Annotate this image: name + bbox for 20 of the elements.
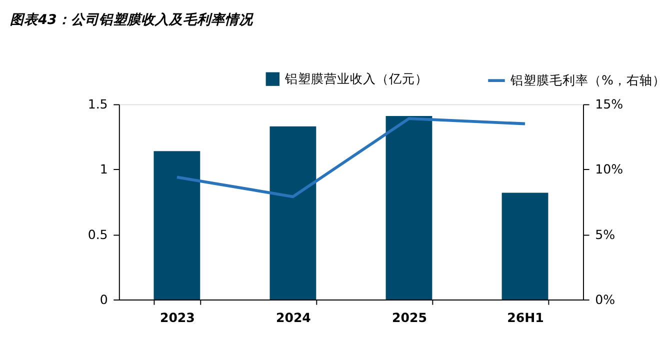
y-tick-label: 0 xyxy=(100,292,108,307)
x-tick-label: 2024 xyxy=(276,310,312,326)
line-series xyxy=(175,117,526,198)
y-tick-label: 0.5 xyxy=(88,226,108,242)
bar xyxy=(154,151,200,300)
legend-label: 铝塑膜营业收入（亿元） xyxy=(284,70,428,86)
x-tick-label: 26H1 xyxy=(507,310,544,326)
bar xyxy=(386,116,432,300)
y2-tick-label: 15% xyxy=(595,96,624,112)
legend-label: 铝塑膜毛利率（%，右轴） xyxy=(510,72,666,88)
y2-tick-label: 0% xyxy=(595,292,616,307)
y2-tick-label: 10% xyxy=(595,162,624,177)
x-tick-label: 2023 xyxy=(160,310,195,326)
x-tick-label: 2025 xyxy=(392,310,427,326)
bar xyxy=(270,126,316,300)
y2-tick-label: 5% xyxy=(595,226,616,242)
y-tick-label: 1 xyxy=(100,162,108,177)
y-tick-label: 1.5 xyxy=(88,96,108,112)
chart-title: 图表43：公司铝塑膜收入及毛利率情况 xyxy=(10,12,254,28)
bar xyxy=(502,192,548,300)
